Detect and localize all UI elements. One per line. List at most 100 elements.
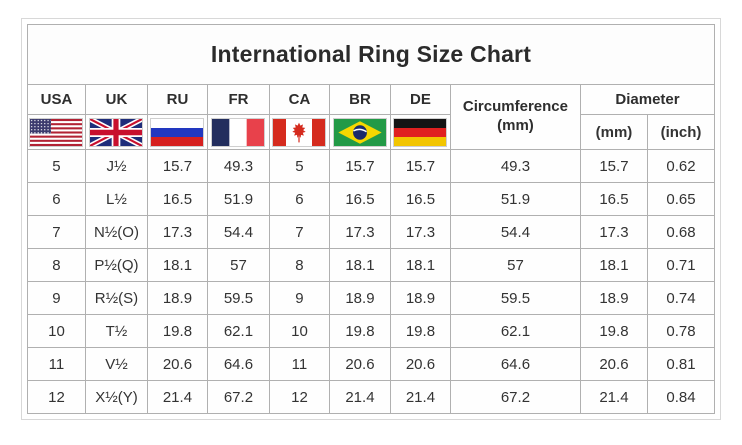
table-cell: 5 — [268, 149, 330, 183]
table-cell: 16.5 — [579, 182, 648, 216]
table-cell: 19.8 — [146, 314, 208, 348]
table-cell: 11 — [268, 347, 330, 381]
table-cell: 51.9 — [206, 182, 270, 216]
table-row: 5 J½ 15.7 49.3 5 15.7 15.7 49.3 15.7 0.62 — [26, 149, 716, 183]
germany-flag-cell — [389, 114, 451, 150]
table-cell: P½(Q) — [84, 248, 148, 282]
table-cell: 20.6 — [328, 347, 391, 381]
column-header-br: BR — [328, 84, 391, 115]
table-cell: 59.5 — [449, 281, 581, 315]
table-cell: 6 — [26, 182, 86, 216]
table-cell: 6 — [268, 182, 330, 216]
table-cell: 20.6 — [146, 347, 208, 381]
table-cell: 16.5 — [328, 182, 391, 216]
table-cell: 15.7 — [389, 149, 451, 183]
table-cell: 59.5 — [206, 281, 270, 315]
table-cell: 8 — [26, 248, 86, 282]
table-cell: 0.65 — [646, 182, 716, 216]
table-cell: X½(Y) — [84, 380, 148, 414]
table-cell: 5 — [26, 149, 86, 183]
flags-row: (mm) (inch) — [26, 114, 716, 150]
table-cell: V½ — [84, 347, 148, 381]
table-cell: 62.1 — [206, 314, 270, 348]
table-cell: 0.62 — [646, 149, 716, 183]
france-flag-icon — [211, 117, 266, 147]
table-cell: 0.71 — [646, 248, 716, 282]
table-cell: 64.6 — [449, 347, 581, 381]
column-header-usa: USA — [26, 84, 86, 115]
table-row: 11 V½ 20.6 64.6 11 20.6 20.6 64.6 20.6 0.81 — [26, 347, 716, 381]
table-cell: 0.74 — [646, 281, 716, 315]
table-cell: 21.4 — [328, 380, 391, 414]
table-cell: 15.7 — [579, 149, 648, 183]
ring-size-table: International Ring Size Chart USA UK RU … — [26, 24, 716, 414]
column-header-ru: RU — [146, 84, 208, 115]
table-row: 7 N½(O) 17.3 54.4 7 17.3 17.3 54.4 17.3 0.68 — [26, 215, 716, 249]
table-cell: 21.4 — [389, 380, 451, 414]
table-cell: 19.8 — [389, 314, 451, 348]
table-cell: 10 — [26, 314, 86, 348]
brazil-flag-icon — [332, 117, 387, 147]
table-row: 9 R½(S) 18.9 59.5 9 18.9 18.9 59.5 18.9 0.74 — [26, 281, 716, 315]
canada-flag-cell — [268, 114, 330, 150]
table-cell: 7 — [26, 215, 86, 249]
usa-flag-cell — [26, 114, 86, 150]
table-cell: 15.7 — [328, 149, 391, 183]
column-header-de: DE — [389, 84, 451, 115]
table-cell: R½(S) — [84, 281, 148, 315]
column-header-fr: FR — [206, 84, 270, 115]
circumference-label: Circumference — [462, 98, 568, 116]
table-cell: 19.8 — [579, 314, 648, 348]
table-cell: 12 — [26, 380, 86, 414]
table-cell: 49.3 — [449, 149, 581, 183]
table-cell: 9 — [26, 281, 86, 315]
table-cell: 20.6 — [389, 347, 451, 381]
table-cell: 18.1 — [146, 248, 208, 282]
table-cell: 10 — [268, 314, 330, 348]
uk-flag-cell — [84, 114, 148, 150]
table-cell: 0.68 — [646, 215, 716, 249]
table-row: 12 X½(Y) 21.4 67.2 12 21.4 21.4 67.2 21.4 0.84 — [26, 380, 716, 414]
table-cell: 67.2 — [449, 380, 581, 414]
table-row: 8 P½(Q) 18.1 57 8 18.1 18.1 57 18.1 0.71 — [26, 248, 716, 282]
table-cell: 0.78 — [646, 314, 716, 348]
table-cell: N½(O) — [84, 215, 148, 249]
table-cell: 54.4 — [206, 215, 270, 249]
table-cell: 49.3 — [206, 149, 270, 183]
table-cell: 18.1 — [328, 248, 391, 282]
germany-flag-icon — [393, 117, 448, 147]
table-cell: 21.4 — [146, 380, 208, 414]
france-flag-cell — [206, 114, 270, 150]
table-cell: 20.6 — [579, 347, 648, 381]
table-cell: 0.81 — [646, 347, 716, 381]
table-cell: 18.9 — [579, 281, 648, 315]
table-cell: 18.9 — [146, 281, 208, 315]
table-cell: 17.3 — [146, 215, 208, 249]
title-row: International Ring Size Chart — [26, 24, 716, 85]
table-cell: 18.1 — [579, 248, 648, 282]
table-cell: 18.9 — [328, 281, 391, 315]
table-cell: 18.9 — [389, 281, 451, 315]
table-row: 10 T½ 19.8 62.1 10 19.8 19.8 62.1 19.8 0.78 — [26, 314, 716, 348]
table-cell: 54.4 — [449, 215, 581, 249]
column-header-circumference: Circumference (mm) — [449, 84, 581, 150]
table-cell: 11 — [26, 347, 86, 381]
russia-flag-cell — [146, 114, 208, 150]
table-cell: 0.84 — [646, 380, 716, 414]
table-cell: 12 — [268, 380, 330, 414]
page-title: International Ring Size Chart — [26, 24, 716, 85]
diameter-inch-header: (inch) — [646, 114, 716, 150]
diameter-mm-header: (mm) — [579, 114, 648, 150]
table-body: 5 J½ 15.7 49.3 5 15.7 15.7 49.3 15.7 0.62 6 L½ 16.5 5… — [26, 149, 716, 414]
table-cell: 57 — [449, 248, 581, 282]
circumference-unit: (mm) — [497, 117, 534, 134]
table-cell: 15.7 — [146, 149, 208, 183]
column-header-uk: UK — [84, 84, 148, 115]
table-cell: 64.6 — [206, 347, 270, 381]
usa-flag-icon — [29, 117, 84, 147]
table-cell: 17.3 — [328, 215, 391, 249]
table-cell: 19.8 — [328, 314, 391, 348]
table-cell: 18.1 — [389, 248, 451, 282]
table-cell: 7 — [268, 215, 330, 249]
